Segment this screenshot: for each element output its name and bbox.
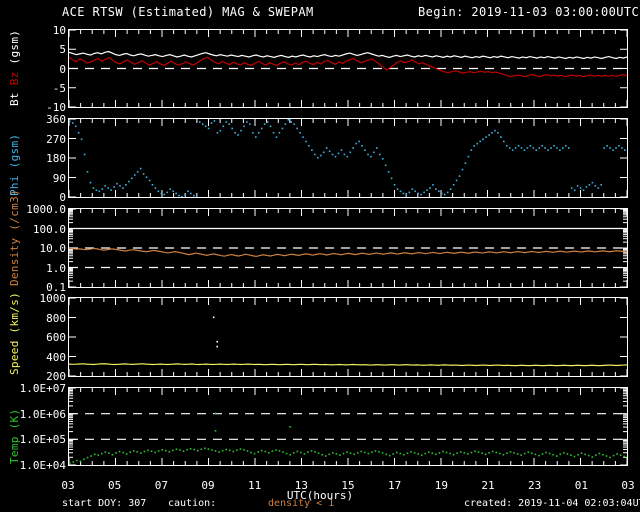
y-axis-tick-labels-speed: 1000 800 600 400 200 xyxy=(2,293,67,382)
y-tick-label: 1000.0 xyxy=(26,203,66,216)
y-tick-label: 1.0E+07 xyxy=(19,382,66,395)
footer-created-timestamp: created: 2019-11-04 02:03:04UTC xyxy=(464,498,640,509)
y-axis-title-temperature: Temp (K) xyxy=(8,408,21,464)
x-tick-label: 23 xyxy=(528,479,542,492)
footer-caution-label: caution: xyxy=(168,498,217,509)
x-tick-label: 15 xyxy=(341,479,355,492)
y-tick-label: 0 xyxy=(59,191,66,204)
begin-time-label: Begin: 2019-11-03 03:00:00UTC xyxy=(418,5,640,19)
y-tick-label: 180 xyxy=(46,152,66,165)
x-axis-title: UTC(hours) xyxy=(286,489,354,502)
panel-temperature xyxy=(68,387,628,466)
y-tick-label: 800 xyxy=(46,311,66,325)
x-tick-label: 17 xyxy=(388,479,402,492)
y-tick-label: 5 xyxy=(59,43,66,57)
panel-canvas-speed xyxy=(69,298,627,376)
x-tick-label: 21 xyxy=(481,479,495,492)
y-tick-label: 270 xyxy=(46,132,66,146)
panel-phi-angle xyxy=(68,118,628,198)
y-tick-label: -5 xyxy=(52,81,66,95)
series-Bt xyxy=(69,50,627,60)
y-tick-label: 90 xyxy=(52,171,66,185)
x-tick-label: 13 xyxy=(294,479,308,492)
data-spike xyxy=(289,426,291,428)
axis-ticks xyxy=(69,119,627,197)
panel-density xyxy=(68,208,628,288)
x-tick-label: 05 xyxy=(108,479,122,492)
panel-canvas-phi-angle xyxy=(69,119,627,197)
data-spike xyxy=(212,316,215,319)
y-tick-label: 1.0 xyxy=(46,261,66,275)
series-Bz xyxy=(69,56,627,78)
panel-magnetic-field xyxy=(68,29,628,108)
x-axis-tick-labels: 03 05 07 09 11 13 15 17 19 21 23 01 03 xyxy=(0,479,640,493)
y-axis-title-part: (gsm) xyxy=(8,29,21,65)
panel-canvas-temperature xyxy=(69,388,627,465)
y-tick-label: 0.1 xyxy=(46,281,66,294)
footer-caution-value: density < 1 xyxy=(268,498,335,509)
x-tick-label: 03 xyxy=(621,479,635,492)
data-spike xyxy=(214,412,217,415)
series-Temp xyxy=(69,447,626,464)
y-tick-label: 10.0 xyxy=(39,242,67,255)
axis-ticks xyxy=(69,30,627,107)
series-Density xyxy=(69,247,627,258)
panel-speed xyxy=(68,297,628,377)
y-tick-label: 1.0E+05 xyxy=(19,433,66,447)
y-tick-label: 360 xyxy=(46,113,66,126)
data-spike xyxy=(216,345,218,348)
y-tick-label: 1000 xyxy=(39,292,67,305)
footer: start DOY: 307 caution: density < 1 crea… xyxy=(0,498,640,512)
y-axis-tick-labels-density: 1000.0 100.0 10.0 1.0 0.1 xyxy=(2,204,67,293)
x-tick-label: 11 xyxy=(248,479,262,492)
y-tick-label: 1.0E+06 xyxy=(19,407,66,421)
x-tick-label: 07 xyxy=(154,479,168,492)
x-tick-label: 01 xyxy=(574,479,588,492)
series-Phi xyxy=(69,119,626,197)
axis-ticks xyxy=(69,388,627,465)
y-axis-title-part: Bt xyxy=(8,85,21,106)
y-tick-label: 10 xyxy=(52,24,66,37)
data-spike xyxy=(216,340,218,343)
x-tick-label: 03 xyxy=(61,479,75,492)
y-tick-label: 400 xyxy=(46,350,66,364)
x-tick-label: 09 xyxy=(201,479,215,492)
y-axis-title-phi-angle: Phi (gsm) xyxy=(8,133,21,196)
y-axis-title-density: Density (/cm3) xyxy=(8,189,21,286)
y-tick-label: -10 xyxy=(46,101,66,114)
axis-ticks xyxy=(69,298,627,376)
y-tick-label: 1.0E+04 xyxy=(19,459,66,472)
y-tick-label: 100.0 xyxy=(32,222,66,236)
y-tick-label: 0 xyxy=(59,62,66,76)
y-axis-tick-labels-phi-angle: 360 270 180 90 0 xyxy=(2,114,66,203)
y-axis-tick-labels-temperature: 1.0E+07 1.0E+06 1.0E+05 1.0E+04 xyxy=(2,383,66,471)
y-tick-label: 200 xyxy=(46,370,66,383)
panel-canvas-magnetic-field xyxy=(69,30,627,107)
y-tick-label: 600 xyxy=(46,331,66,344)
y-axis-title-part: Bz xyxy=(8,64,21,86)
x-tick-label: 19 xyxy=(434,479,448,492)
series-Speed xyxy=(69,363,627,367)
y-axis-tick-labels-magnetic-field: 10 5 0 -5 -10 xyxy=(2,25,66,113)
panel-canvas-density xyxy=(69,209,627,287)
axis-ticks xyxy=(69,209,627,287)
y-axis-title-speed: Speed (km/s) xyxy=(8,291,21,375)
data-spike xyxy=(214,430,217,432)
page-title: ACE RTSW (Estimated) MAG & SWEPAM xyxy=(62,5,314,19)
footer-start-doy: start DOY: 307 xyxy=(62,498,147,509)
y-axis-title-magnetic-field: Bt Bz (gsm) xyxy=(8,27,21,106)
